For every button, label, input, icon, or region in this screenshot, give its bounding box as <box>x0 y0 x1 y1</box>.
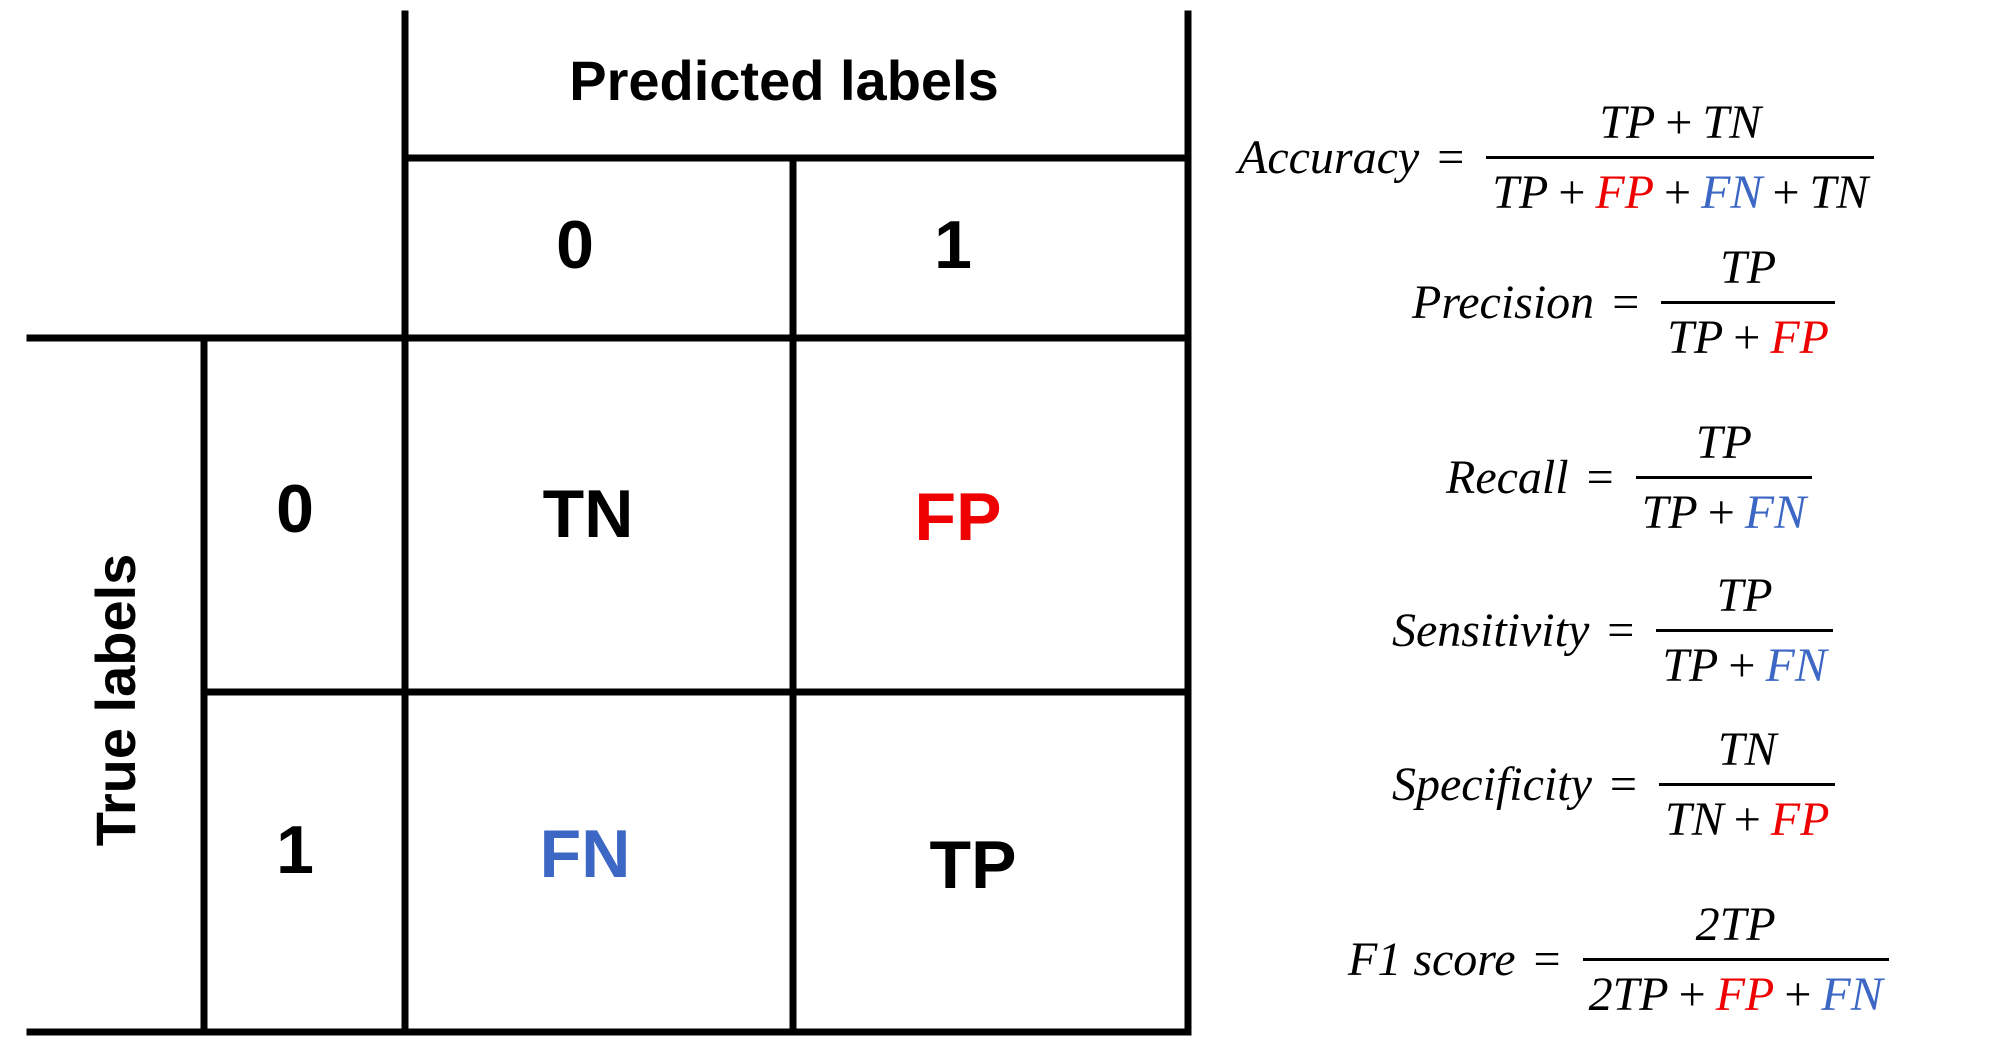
term-2tp: 2TP <box>1695 898 1776 951</box>
plus-operator: + <box>1784 968 1812 1021</box>
predicted-labels-header: Predicted labels <box>569 49 999 112</box>
fraction: TN TN + FP <box>1658 722 1836 847</box>
denominator: TP + FN <box>1656 629 1833 693</box>
formula-precision: Precision = TP TP + FP <box>1412 240 1835 365</box>
formula-name: Recall <box>1446 451 1569 504</box>
term-tn: TN <box>1717 723 1777 776</box>
cell-fp: FP <box>915 479 1002 555</box>
plus-operator: + <box>1733 311 1761 364</box>
term-tn: TN <box>1664 793 1724 846</box>
term-tp: TP <box>1662 639 1719 692</box>
denominator: TN + FP <box>1658 783 1836 847</box>
term-fn: FN <box>1701 166 1763 219</box>
term-fn: FN <box>1744 486 1807 539</box>
pred-label-0: 0 <box>556 207 594 283</box>
equals-sign: = <box>1612 276 1640 329</box>
plus-operator: + <box>1772 166 1800 219</box>
fraction: TP TP + FN <box>1656 568 1833 693</box>
plus-operator: + <box>1733 793 1761 846</box>
term-2tp: 2TP <box>1588 968 1669 1021</box>
equals-sign: = <box>1607 604 1635 657</box>
numerator: TP <box>1690 415 1758 476</box>
fraction: TP TP + FP <box>1661 240 1835 365</box>
formula-specificity: Specificity = TN TN + FP <box>1392 722 1836 847</box>
numerator: TP <box>1714 240 1782 301</box>
term-tp: TP <box>1492 166 1549 219</box>
formula-name: F1 score <box>1348 933 1516 986</box>
denominator: 2TP + FP + FN <box>1582 958 1889 1022</box>
fraction: TP + TN TP + FP + FN + TN <box>1486 95 1875 220</box>
plus-operator: + <box>1728 639 1756 692</box>
formula-accuracy: Accuracy = TP + TN TP + FP + FN + TN <box>1238 95 1875 220</box>
denominator: TP + FP + FN + TN <box>1486 156 1875 220</box>
formula-f1-score: F1 score = 2TP 2TP + FP + FN <box>1348 897 1889 1022</box>
plus-operator: + <box>1558 166 1586 219</box>
equals-sign: = <box>1586 451 1614 504</box>
metric-formulas: Accuracy = TP + TN TP + FP + FN + TN Precision =… <box>1200 0 1989 1046</box>
term-tn: TN <box>1809 166 1869 219</box>
formula-sensitivity: Sensitivity = TP TP + FN <box>1392 568 1833 693</box>
formula-name: Specificity <box>1392 758 1592 811</box>
plus-operator: + <box>1678 968 1706 1021</box>
term-fp: FP <box>1770 793 1830 846</box>
true-label-0: 0 <box>276 471 314 547</box>
denominator: TP + FP <box>1661 301 1835 365</box>
term-fn: FN <box>1765 639 1827 692</box>
equals-sign: = <box>1437 131 1465 184</box>
term-fp: FP <box>1595 166 1655 219</box>
formula-name: Precision <box>1412 276 1595 329</box>
term-fp: FP <box>1715 968 1775 1021</box>
formula-recall: Recall = TP TP + FN <box>1446 415 1813 540</box>
term-tp: TP <box>1667 311 1724 364</box>
term-tn: TN <box>1702 96 1762 149</box>
fraction: TP TP + FN <box>1635 415 1813 540</box>
numerator: TN <box>1712 722 1783 783</box>
cell-tn: TN <box>543 476 634 552</box>
term-fn: FN <box>1821 968 1883 1021</box>
plus-operator: + <box>1664 166 1692 219</box>
numerator: TP <box>1711 568 1779 629</box>
true-label-1: 1 <box>276 812 314 888</box>
true-labels-header: True labels <box>84 554 147 847</box>
formula-name: Sensitivity <box>1392 604 1590 657</box>
numerator: TP + TN <box>1593 95 1767 156</box>
term-tp: TP <box>1599 96 1656 149</box>
confusion-matrix: Predicted labels True labels 0 1 0 1 TN … <box>26 10 1192 1036</box>
term-tp: TP <box>1695 416 1752 469</box>
plus-operator: + <box>1665 96 1693 149</box>
formula-name: Accuracy <box>1238 131 1420 184</box>
term-fp: FP <box>1770 311 1829 364</box>
numerator: 2TP <box>1690 897 1782 958</box>
term-tp: TP <box>1716 569 1773 622</box>
plus-operator: + <box>1707 486 1735 539</box>
cell-tp: TP <box>930 827 1017 903</box>
denominator: TP + FN <box>1635 476 1813 540</box>
equals-sign: = <box>1533 933 1561 986</box>
term-tp: TP <box>1720 241 1777 294</box>
fraction: 2TP 2TP + FP + FN <box>1582 897 1889 1022</box>
cell-fn: FN <box>540 816 631 892</box>
pred-label-1: 1 <box>934 207 972 283</box>
equals-sign: = <box>1609 758 1637 811</box>
term-tp: TP <box>1641 486 1698 539</box>
